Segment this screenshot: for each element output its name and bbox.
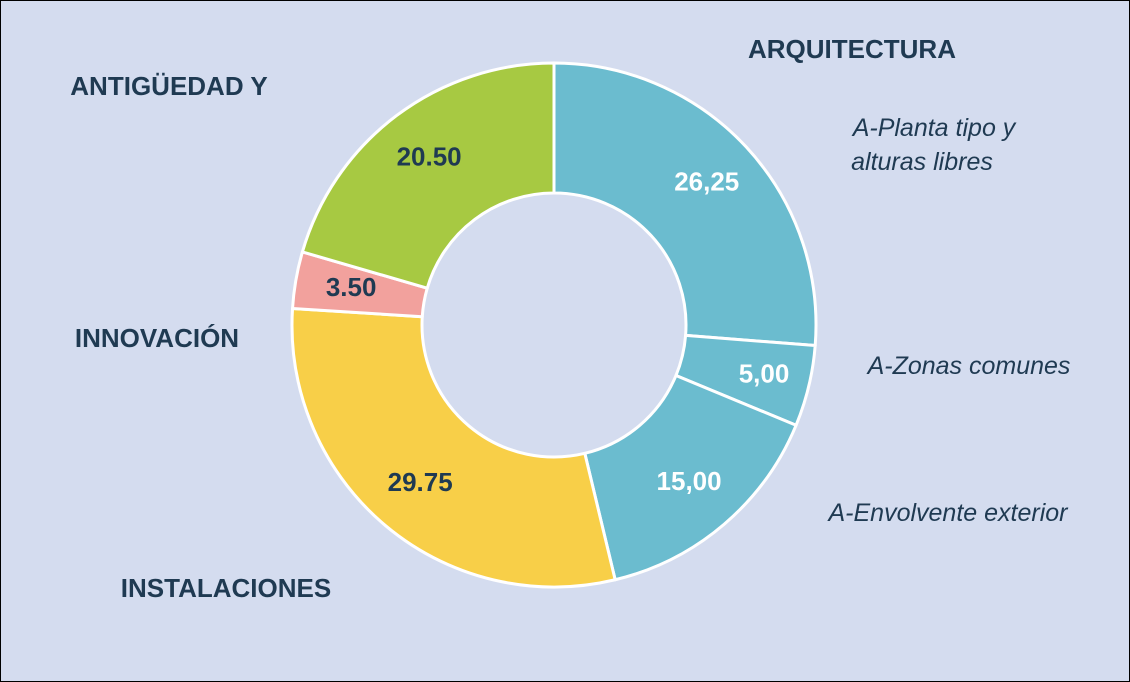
sub-label-envolvente-exterior: A-Envolvente exterior (826, 499, 1069, 527)
category-label-innovacion: INNOVACIÓN (75, 323, 239, 353)
donut-slice-5 (300, 61, 556, 290)
category-label-instalaciones: INSTALACIONES (121, 573, 331, 603)
value-label-1: 5,00 (739, 358, 790, 388)
value-label-2: 15,00 (657, 466, 722, 496)
donut-slices (290, 61, 818, 589)
category-label-antiguedad: ANTIGÜEDAD Y (70, 71, 267, 101)
value-label-5: 20.50 (397, 142, 462, 172)
sub-label-planta-line1: A-Planta tipo y (851, 114, 1017, 142)
value-label-0: 26,25 (674, 167, 739, 197)
sub-label-planta-line2: alturas libres (851, 148, 993, 176)
value-labels: 26,25 5,00 15,00 29.75 3.50 20.50 (326, 142, 790, 498)
value-label-3: 29.75 (388, 467, 453, 497)
category-label-arquitectura: ARQUITECTURA (748, 34, 956, 64)
donut-slice-3 (290, 307, 617, 589)
donut-slice-2 (583, 374, 798, 582)
value-label-4: 3.50 (326, 272, 377, 302)
sub-label-zonas-comunes: A-Zonas comunes (866, 352, 1071, 380)
donut-slice-0 (552, 61, 818, 348)
